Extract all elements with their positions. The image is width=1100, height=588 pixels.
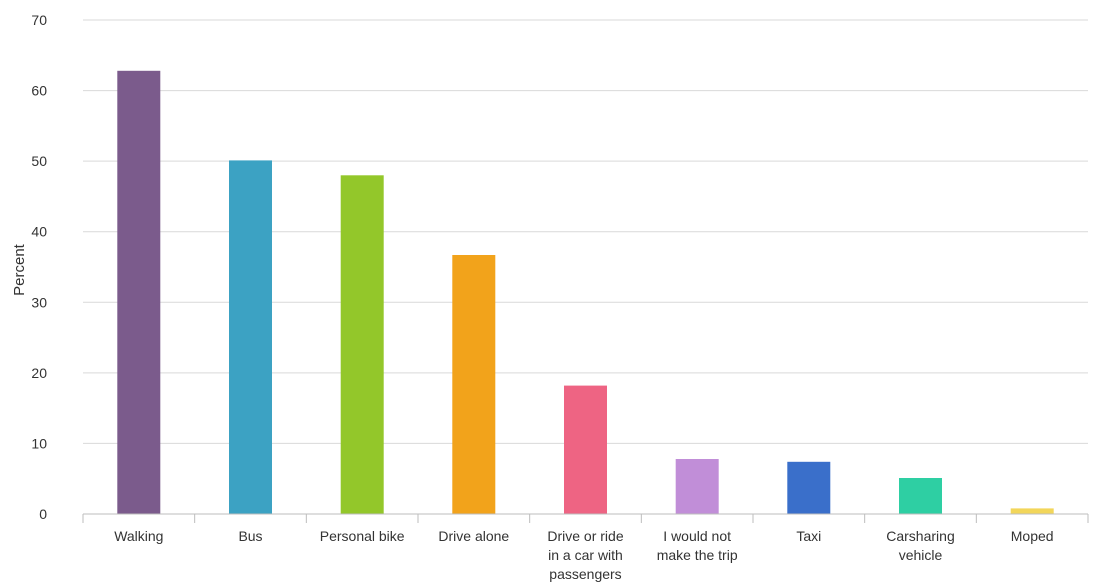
y-tick-label: 0 [39, 506, 47, 522]
x-tick-label-line: passengers [549, 566, 621, 582]
x-tick-label-line: Carsharing [886, 528, 954, 544]
x-tick-label: Walking [114, 528, 163, 544]
x-tick-label: Bus [238, 528, 262, 544]
x-axis-labels: Walking Bus Personal bike Drive alone Drive … [114, 528, 1053, 582]
x-tick-label-line: vehicle [899, 547, 943, 563]
x-tick-label: Drive alone [438, 528, 509, 544]
x-tick-label-line: in a car with [548, 547, 623, 563]
x-tick-label-line: Drive alone [438, 528, 509, 544]
x-tick-label: Moped [1011, 528, 1054, 544]
x-tick-label: Drive or ride in a car with passengers [547, 528, 623, 582]
bar [675, 459, 719, 514]
x-tick-label-line: Drive or ride [547, 528, 623, 544]
x-tick-label-line: Taxi [796, 528, 821, 544]
y-tick-label: 30 [31, 294, 47, 310]
y-tick-label: 20 [31, 365, 47, 381]
x-tick-label-line: Bus [238, 528, 262, 544]
y-tick-label: 40 [31, 224, 47, 240]
bar [787, 461, 831, 514]
bar [452, 255, 496, 514]
y-tick-label: 50 [31, 153, 47, 169]
bar [564, 385, 607, 514]
x-tick-label: Carsharing vehicle [886, 528, 954, 563]
x-tick-label-line: make the trip [657, 547, 738, 563]
x-tick-label-line: I would not [663, 528, 731, 544]
y-tick-label: 10 [31, 435, 47, 451]
x-tick-label: I would not make the trip [657, 528, 738, 563]
bars [117, 70, 1054, 515]
bar [117, 70, 161, 515]
bar [1010, 508, 1054, 514]
x-tick-label-line: Personal bike [320, 528, 405, 544]
x-tick-label-line: Walking [114, 528, 163, 544]
x-axis [82, 513, 1089, 523]
bar [899, 478, 942, 514]
x-tick-label-line: Moped [1011, 528, 1054, 544]
x-tick-label: Taxi [796, 528, 821, 544]
y-tick-label: 60 [31, 83, 47, 99]
bar [340, 175, 384, 515]
bar [229, 160, 272, 514]
x-tick-label: Personal bike [320, 528, 405, 544]
y-axis-ticks: 0 10 20 30 40 50 60 70 [31, 12, 47, 522]
y-tick-label: 70 [31, 12, 47, 28]
y-axis-label: Percent [11, 243, 28, 296]
